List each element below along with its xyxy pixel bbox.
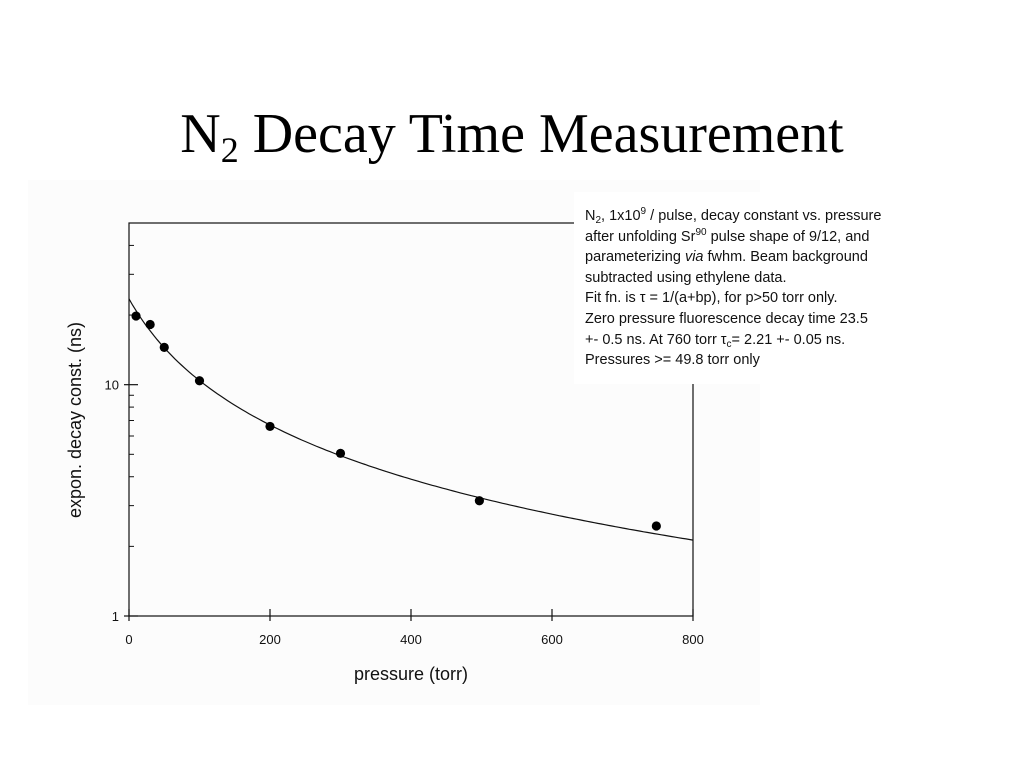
x-tick-label: 0: [125, 632, 132, 647]
annotation-line-7: +- 0.5 ns. At 760 torr τc= 2.21 +- 0.05 …: [585, 330, 995, 351]
y-tick-label: 1: [112, 609, 119, 624]
annotation-line-8: Pressures >= 49.8 torr only: [585, 352, 760, 369]
data-point: [474, 496, 484, 506]
x-tick-label: 200: [259, 632, 281, 647]
annotation-line-1: N2, 1x109 / pulse, decay constant vs. pr…: [585, 206, 995, 227]
note-text: fwhm. Beam background: [703, 249, 868, 266]
data-point: [651, 521, 661, 531]
x-tick-label: 800: [682, 632, 704, 647]
x-axis-label: pressure (torr): [354, 664, 468, 684]
x-axis-ticks: 0 200 400 600 800: [125, 609, 704, 647]
note-subscript: c: [726, 338, 732, 350]
note-superscript: 90: [695, 226, 707, 238]
data-points: [131, 311, 661, 531]
note-italic: via: [684, 249, 704, 266]
note-text: +- 0.5 ns. At 760 torr τ: [585, 331, 727, 348]
y-tick-label: 10: [105, 378, 119, 393]
fit-curve: [128, 298, 694, 541]
note-subscript: 2: [595, 215, 602, 226]
annotation-line-3: parameterizing via fwhm. Beam background: [585, 247, 995, 268]
note-text: = 2.21 +- 0.05 ns.: [731, 331, 846, 348]
title-main: N: [180, 103, 221, 165]
data-point: [145, 319, 155, 330]
y-minor-ticks: [129, 222, 134, 547]
y-axis-ticks: 1 10: [105, 378, 138, 624]
annotation-line-2: after unfolding Sr90 pulse shape of 9/12…: [585, 227, 995, 248]
annotation-line-6: Zero pressure fluorescence decay time 23…: [585, 310, 868, 327]
note-text: pulse shape of 9/12, and: [706, 228, 870, 245]
data-point: [194, 376, 205, 386]
slide-title: N2 Decay Time Measurement: [0, 98, 1024, 170]
note-text: N: [585, 208, 596, 224]
y-axis-label: expon. decay const. (ns): [65, 322, 85, 518]
title-subscript: 2: [220, 130, 239, 170]
data-point: [335, 448, 346, 458]
data-point: [131, 311, 141, 321]
x-tick-label: 400: [400, 632, 422, 647]
annotation-text: N2, 1x109 / pulse, decay constant vs. pr…: [585, 206, 995, 371]
note-text: / pulse, decay constant vs. pressure: [646, 208, 882, 224]
annotation-box: [574, 192, 1000, 384]
annotation-line-4: subtracted using ethylene data.: [585, 269, 787, 286]
note-text: after unfolding Sr: [585, 228, 696, 245]
annotation-line-5: Fit fn. is τ = 1/(a+bp), for p>50 torr o…: [585, 290, 838, 307]
data-point: [159, 342, 169, 352]
data-point: [265, 421, 275, 432]
x-tick-label: 600: [541, 632, 563, 647]
title-rest: Decay Time Measurement: [238, 103, 844, 165]
note-superscript: 9: [640, 206, 647, 217]
note-text: , 1x10: [601, 208, 641, 224]
note-text: parameterizing: [585, 249, 685, 266]
